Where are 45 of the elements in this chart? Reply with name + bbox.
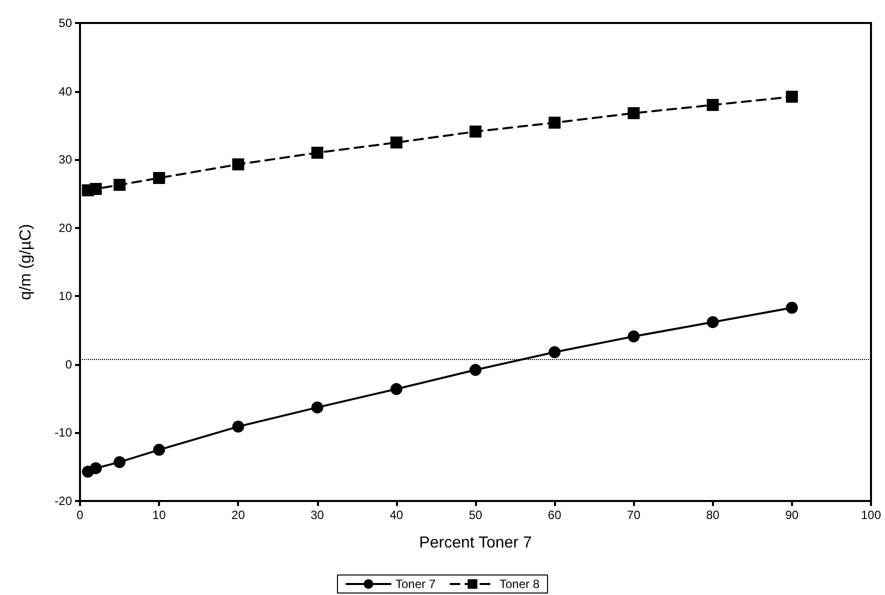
x-tick-label: 0 [76,508,84,522]
point [114,456,126,468]
y-tick-label: 50 [58,16,72,30]
y-tick-label: 30 [58,152,72,167]
x-tick-label: 30 [310,508,324,522]
y-axis-title: q/m (g/µC) [18,224,34,300]
point [153,172,166,184]
x-tick-label: 90 [785,508,799,522]
point [470,364,482,376]
point [311,401,324,414]
point [548,346,561,358]
y-tick-label: 10 [58,289,72,304]
x-tick-label: 80 [706,508,720,522]
y-tick-label: -10 [54,426,72,440]
y-tick-label: 40 [58,84,72,98]
point [548,116,561,129]
legend-label: Toner 7 [395,577,436,591]
x-axis-title: Percent Toner 7 [419,534,532,552]
point [470,126,482,138]
point [232,420,244,433]
x-tick-label: 70 [627,508,641,522]
x-tick-label: 50 [468,508,482,522]
point [706,316,719,328]
y-tick-label: -20 [54,494,72,508]
point [311,146,324,159]
point [232,158,244,170]
point [786,90,798,103]
point [390,136,402,148]
point [90,182,102,195]
x-tick-label: 20 [232,508,246,522]
point [153,444,166,456]
legend-label: Toner 8 [500,577,540,591]
point [786,302,798,314]
x-tick-label: 100 [860,508,882,522]
point [628,107,640,120]
y-tick-label: 20 [58,220,72,235]
y-tick-label: 0 [65,357,72,372]
point [90,462,102,474]
point [114,178,126,191]
x-tick-label: 60 [548,508,562,522]
point [628,330,640,342]
x-tick-label: 40 [390,508,404,522]
x-tick-label: 10 [152,508,166,522]
point [706,98,719,111]
point [390,383,402,396]
